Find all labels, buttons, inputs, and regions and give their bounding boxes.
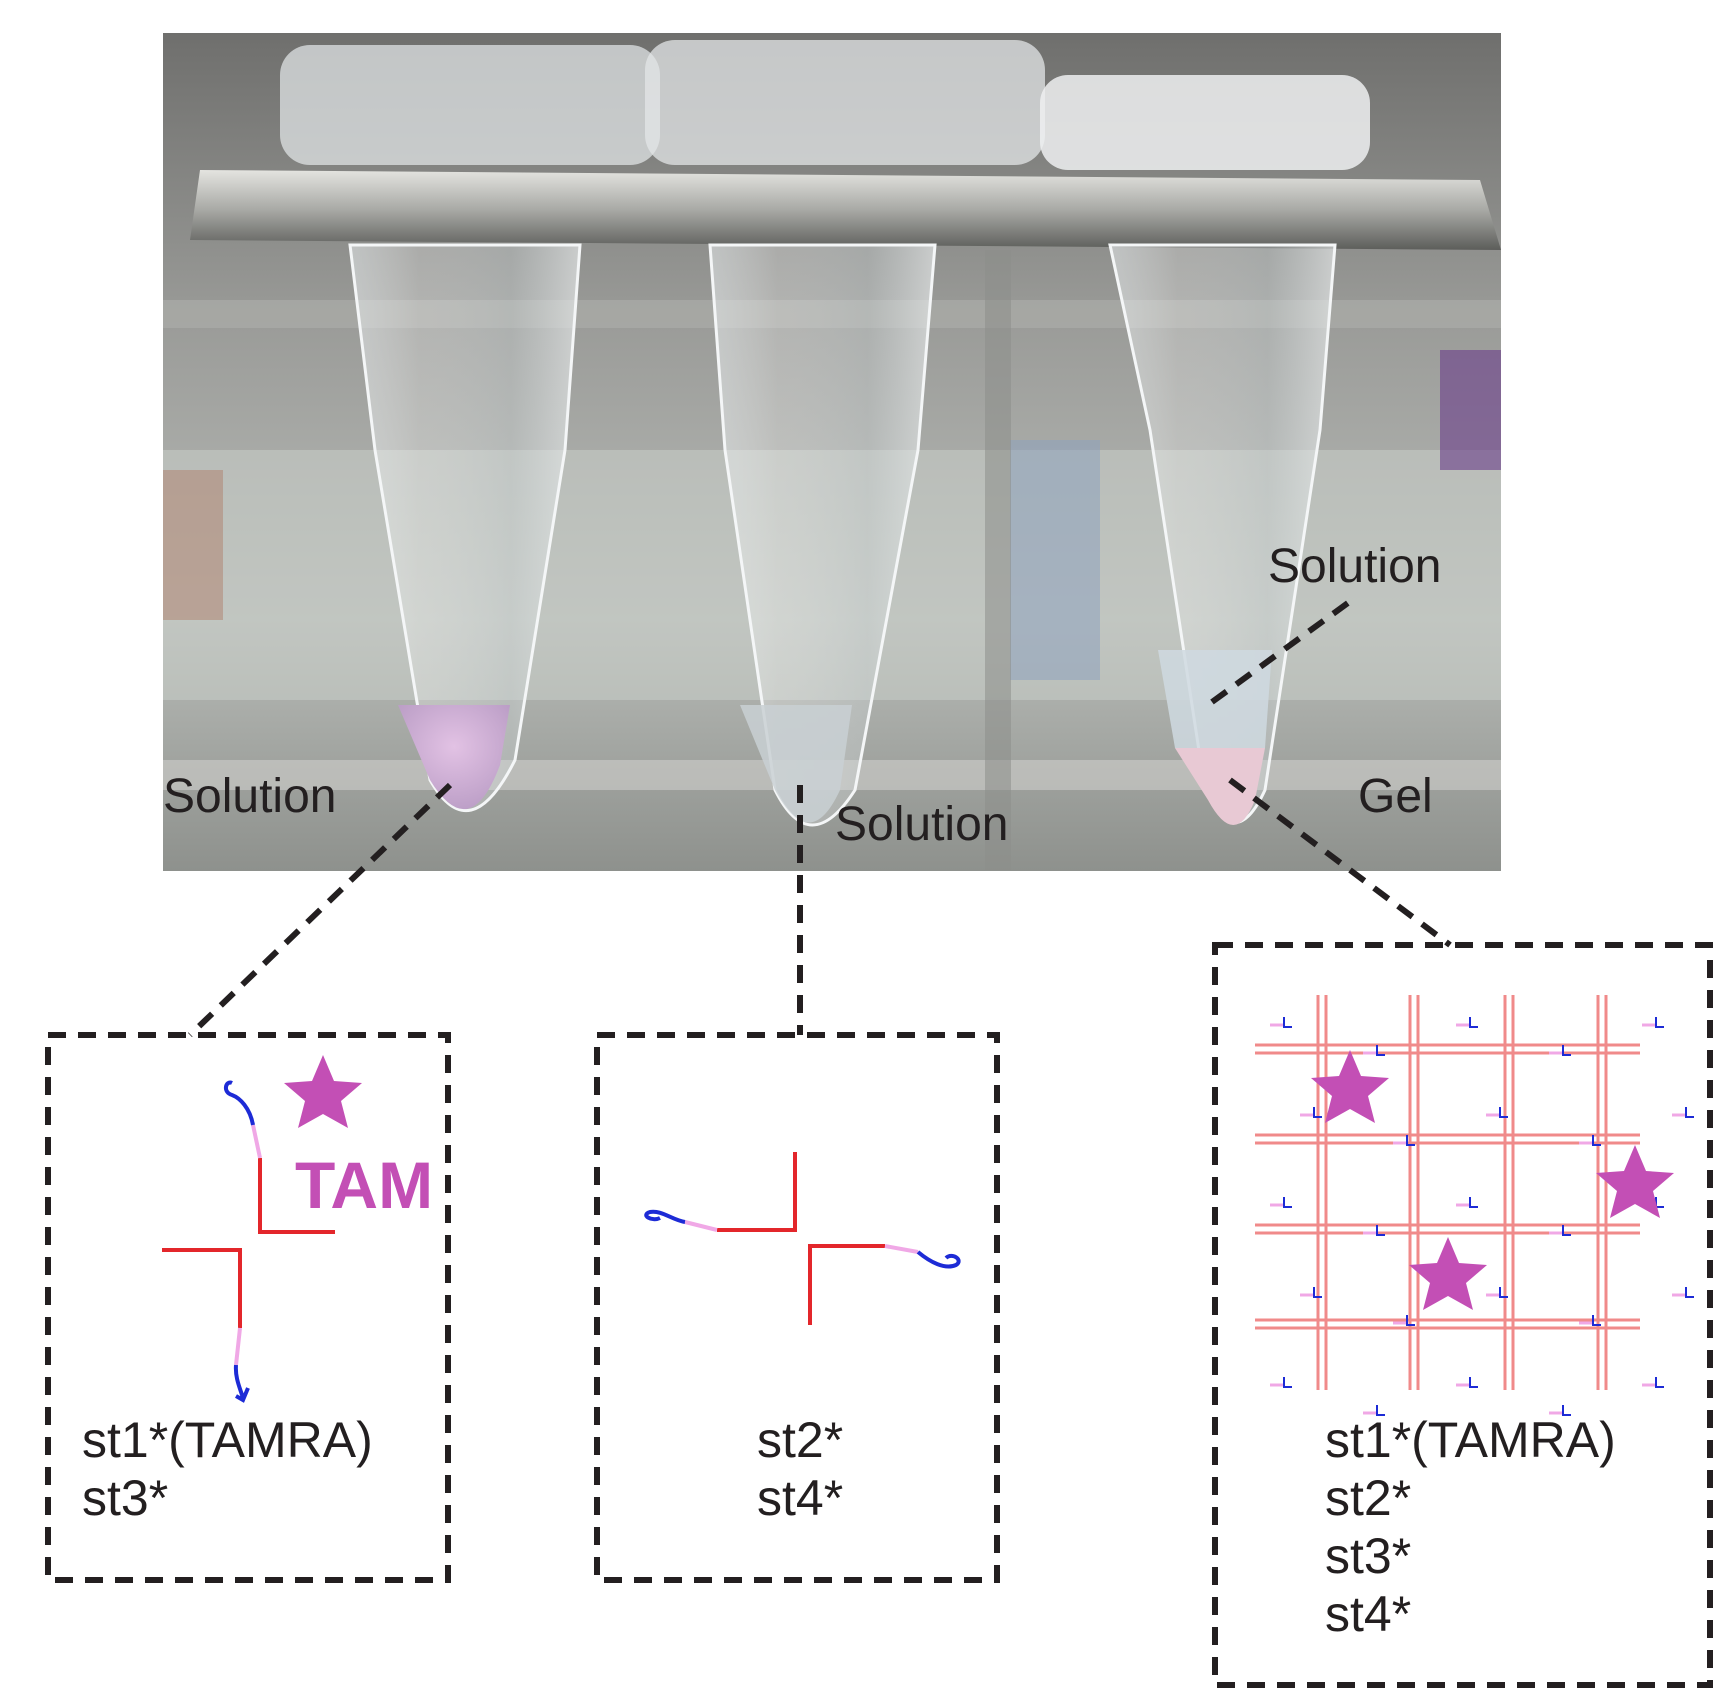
gel-network (1255, 995, 1694, 1416)
panel-right-line-3: st3* (1325, 1528, 1411, 1584)
background-blur-purple (1440, 350, 1501, 470)
overhang-st3 (233, 1364, 250, 1403)
background-blur-blue (1010, 440, 1100, 680)
gel-overhang (1283, 1197, 1292, 1208)
panel-right-line-1: st1*(TAMRA) (1325, 1412, 1616, 1468)
gel-overhang (1406, 1135, 1415, 1146)
star-icon (1311, 1050, 1389, 1123)
rack-plate (190, 170, 1501, 250)
gel-overhang (1655, 1197, 1664, 1208)
panel-right-border (1212, 942, 1713, 1688)
overhang-st1 (224, 1080, 255, 1126)
panel-right-line-2: st2* (1325, 1470, 1411, 1526)
gel-overhang (1376, 1405, 1385, 1416)
linker-st4 (884, 1244, 919, 1254)
gel-stars (1311, 1050, 1674, 1310)
tube-3-gel (1175, 748, 1265, 825)
strand-st1 (258, 1158, 335, 1234)
gel-overhang (1469, 1197, 1478, 1208)
tube-3-lower-label: Gel (1358, 770, 1433, 823)
star-icon (1409, 1237, 1487, 1310)
gel-overhang (1406, 1315, 1415, 1326)
gel-overhang (1685, 1287, 1694, 1298)
tube-photo: Solution Solution Solution Gel (163, 33, 1501, 871)
panel-left-line-1: st1*(TAMRA) (82, 1412, 373, 1468)
gel-overhang (1499, 1107, 1508, 1118)
gel-overhang (1283, 1017, 1292, 1028)
panel-left: TAM st1*(TAMRA) st3* (45, 1032, 451, 1583)
panel-left-line-2: st3* (82, 1470, 168, 1526)
gel-overhang (1376, 1045, 1385, 1056)
background-blur-red (163, 470, 223, 620)
panel-middle-line-1: st2* (757, 1412, 843, 1468)
panel-middle: st2* st4* (594, 1032, 1000, 1583)
gel-overhang (1562, 1225, 1571, 1236)
tube-cap (1040, 75, 1370, 170)
linker-st1 (251, 1124, 262, 1159)
tube-1-liquid (398, 705, 510, 810)
tube-1-label: Solution (163, 770, 336, 823)
tube-3-upper-label: Solution (1268, 540, 1441, 593)
tube-cap (280, 45, 660, 165)
tamra-tag: TAM (295, 1148, 433, 1222)
gel-overhang (1592, 1315, 1601, 1326)
overhang-st2 (644, 1209, 686, 1224)
gel-overhang (1655, 1017, 1664, 1028)
gel-overhang (1562, 1045, 1571, 1056)
panel-right-line-4: st4* (1325, 1586, 1411, 1642)
star-icon (284, 1055, 362, 1128)
panel-left-border (45, 1032, 451, 1583)
linker-st2 (684, 1220, 718, 1232)
gel-overhang (1376, 1225, 1385, 1236)
rack-post (985, 250, 1011, 870)
gel-overhang (1313, 1107, 1322, 1118)
gel-overhang (1469, 1017, 1478, 1028)
gel-overhang (1592, 1135, 1601, 1146)
gel-overhang (1283, 1377, 1292, 1388)
panel-right: st1*(TAMRA) st2* st3* st4* (1212, 942, 1713, 1688)
star-icon (1596, 1145, 1674, 1218)
gel-overhang (1685, 1107, 1694, 1118)
gel-overhang (1499, 1287, 1508, 1298)
tube-2-label: Solution (835, 798, 1008, 851)
leader-left-panel (187, 782, 453, 1038)
gel-overhang (1313, 1287, 1322, 1298)
panel-middle-border (594, 1032, 1000, 1583)
panel-middle-line-2: st4* (757, 1470, 843, 1526)
strand-st4 (808, 1244, 885, 1325)
gel-overhang (1655, 1377, 1664, 1388)
callout-leaders (187, 597, 1452, 1038)
tube-2-liquid (740, 705, 852, 823)
tube-cap (645, 40, 1045, 165)
overhang-st4 (916, 1250, 961, 1269)
gel-overhang (1469, 1377, 1478, 1388)
strand-st2 (717, 1152, 797, 1232)
strand-st3 (162, 1248, 242, 1328)
leader-right-panel (1228, 777, 1452, 948)
linker-st3 (234, 1327, 242, 1366)
gel-overhang (1562, 1405, 1571, 1416)
tube-1 (348, 243, 582, 813)
